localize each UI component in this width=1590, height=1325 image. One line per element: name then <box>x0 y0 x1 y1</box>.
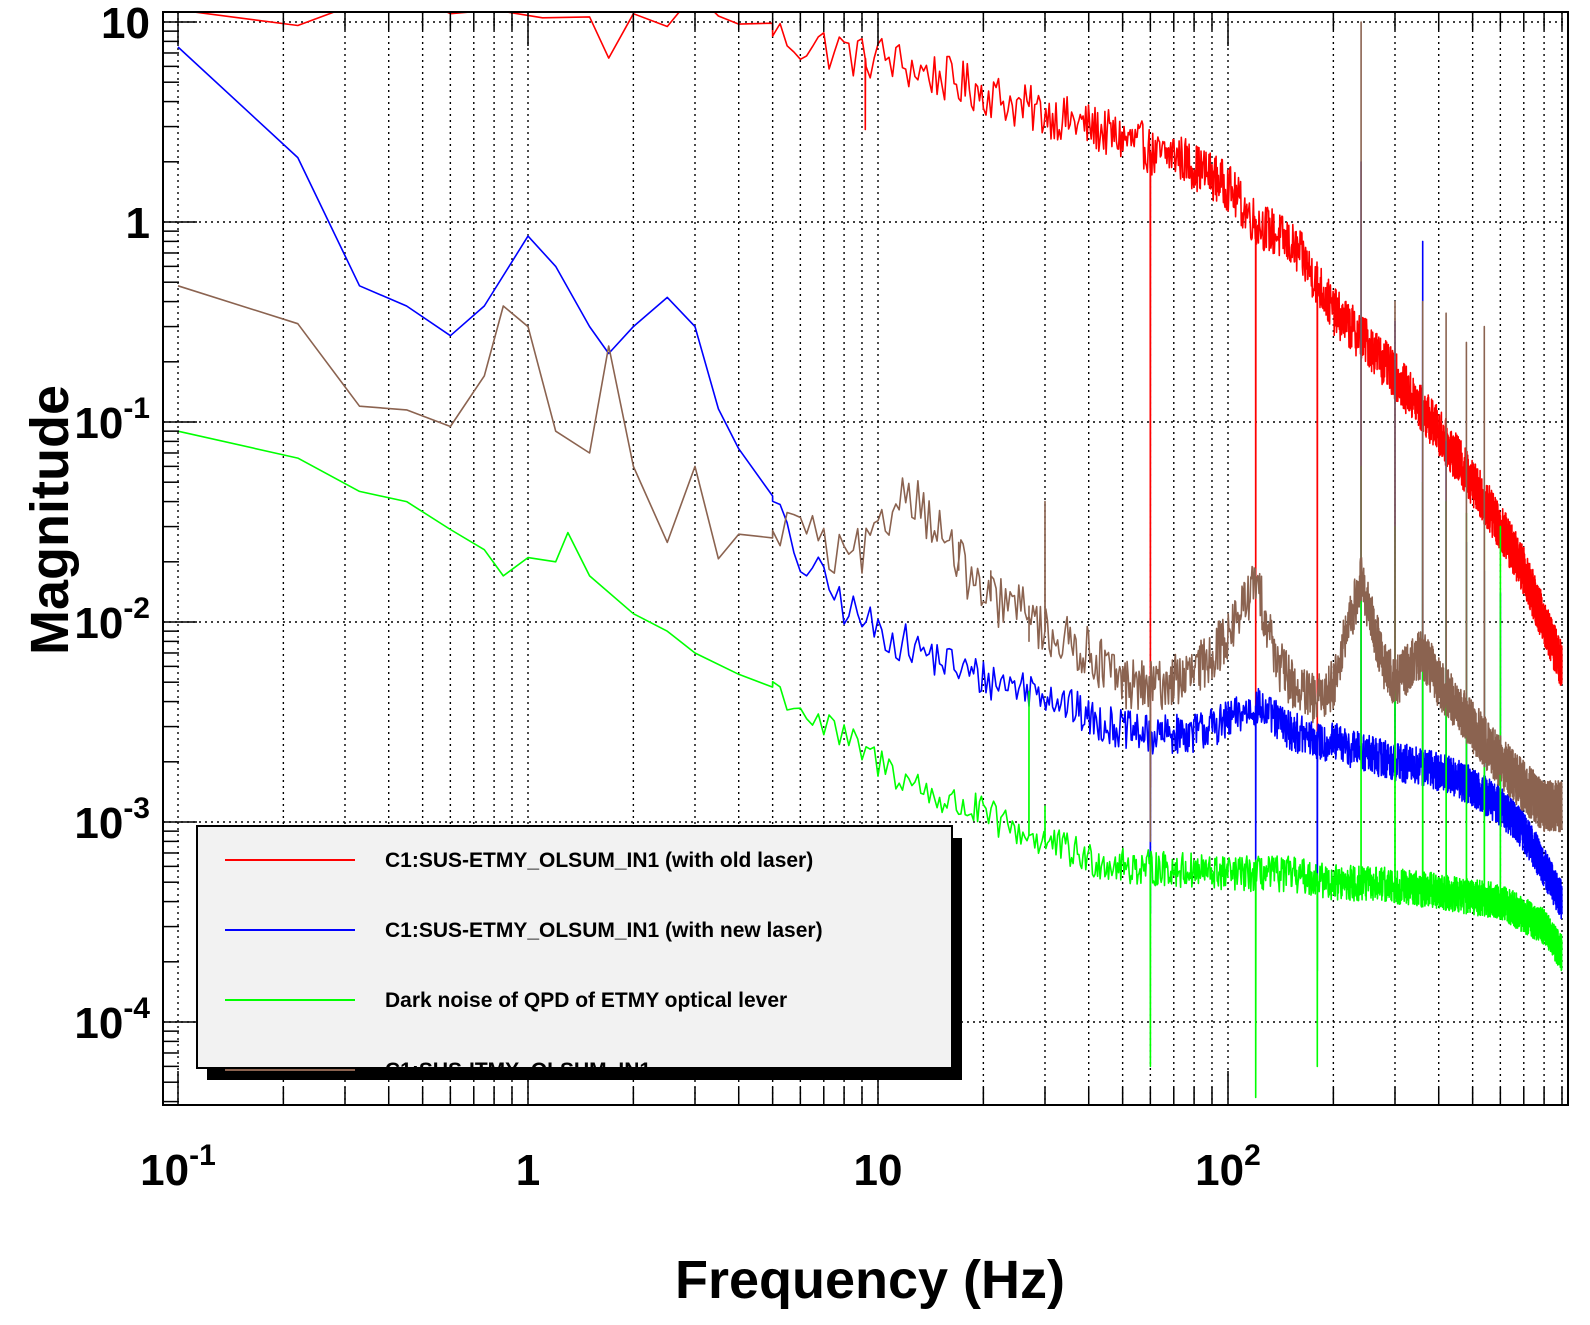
x-axis-title: Frequency (Hz) <box>675 1250 1065 1310</box>
x-tick-label: 1 <box>516 1146 540 1195</box>
y-tick-label: 10 <box>101 0 150 48</box>
x-tick-labels: 10-1 1 10 102 <box>140 1139 1261 1195</box>
x-tick-label: 102 <box>1195 1139 1261 1195</box>
x-tick-label: 10 <box>854 1146 903 1195</box>
series-lines <box>177 12 1563 1099</box>
y-tick-label: 10-4 <box>74 992 150 1048</box>
series-line <box>177 21 1563 843</box>
legend: C1:SUS-ETMY_OLSUM_IN1 (with old laser) C1… <box>196 825 962 1082</box>
y-tick-label: 10-1 <box>74 392 150 448</box>
y-tick-label: 10-3 <box>74 792 150 848</box>
legend-label: C1:SUS-ITMY_OLSUM_IN1 <box>385 1059 651 1082</box>
legend-label: C1:SUS-ETMY_OLSUM_IN1 (with old laser) <box>385 849 813 872</box>
y-axis-title: Magnitude <box>20 385 80 655</box>
plot-frame <box>162 11 1569 1106</box>
y-tick-label: 1 <box>126 199 150 248</box>
x-tick-label: 10-1 <box>140 1139 216 1195</box>
legend-label: C1:SUS-ETMY_OLSUM_IN1 (with new laser) <box>385 919 823 942</box>
y-tick-label: 10-2 <box>74 592 150 648</box>
y-tick-labels: 10-4 10-3 10-2 10-1 1 10 <box>74 0 150 1048</box>
legend-label: Dark noise of QPD of ETMY optical lever <box>385 989 787 1012</box>
legend-box <box>196 825 953 1069</box>
